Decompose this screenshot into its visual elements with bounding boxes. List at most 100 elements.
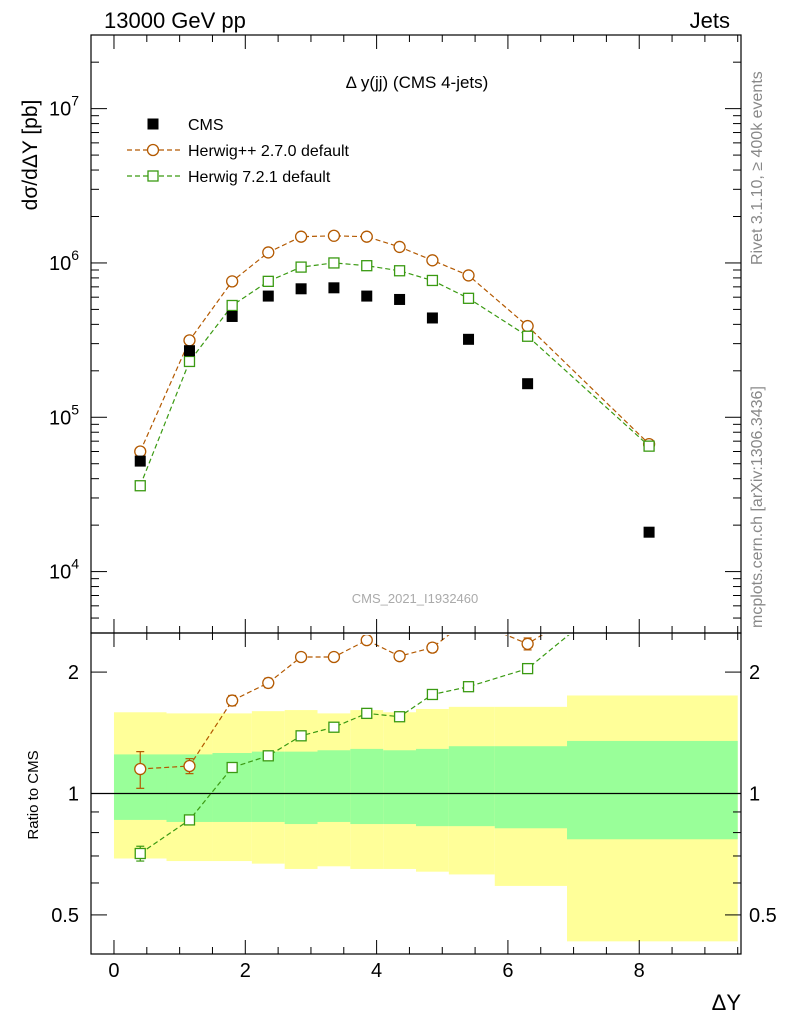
legend-label: CMS — [188, 117, 224, 134]
main-point-series-1 — [327, 229, 341, 242]
uncertainty-band-inner — [448, 746, 495, 827]
ratio-y-tick-label-left: 0.5 — [51, 905, 79, 927]
uncertainty-band-inner — [284, 751, 318, 825]
main-y-tick-label: 105 — [49, 401, 79, 429]
ratio-series-line-1 — [139, 635, 570, 854]
main-point-series-2 — [183, 355, 196, 368]
legend-marker — [147, 118, 159, 130]
x-tick-label: 0 — [108, 960, 119, 982]
uncertainty-band-inner — [494, 746, 568, 829]
ratio-y-tick-label-right: 1 — [749, 784, 760, 806]
legend-label: Herwig 7.2.1 default — [188, 169, 331, 186]
legend: CMS Herwig++ 2.7.0 default Herwig 7.2.1 de… — [127, 117, 350, 186]
uncertainty-band-inner — [350, 748, 384, 825]
main-point-series-2 — [643, 440, 655, 452]
main-point-series-2 — [462, 292, 475, 304]
main-point-series-0 — [328, 282, 340, 294]
main-series-line-1 — [139, 235, 650, 452]
legend-marker — [147, 170, 159, 182]
main-point-series-0 — [394, 293, 406, 305]
header-right: Jets — [690, 8, 730, 33]
x-axis-label: ΔY — [712, 990, 742, 1015]
main-point-series-1 — [183, 334, 196, 347]
main-point-series-1 — [462, 269, 475, 282]
ratio-point-series-1 — [183, 814, 196, 826]
ratio-point-series-0 — [327, 650, 341, 664]
ratio-panel: 0.5 0.5 1 1 2 2 0 2 4 6 8 Ratio to CMS ΔY — [25, 564, 777, 1015]
main-title: Δ y(jj) (CMS 4-jets) — [346, 73, 489, 92]
uncertainty-band-inner — [383, 750, 416, 825]
ratio-point-series-1 — [393, 711, 406, 723]
main-point-series-0 — [463, 333, 475, 345]
ratio-point-series-1 — [644, 564, 654, 574]
ratio-point-series-1 — [361, 707, 373, 720]
ratio-point-series-0 — [463, 614, 474, 625]
main-point-series-2 — [426, 274, 439, 287]
ratio-point-series-0 — [262, 676, 275, 690]
ratio-point-series-1 — [134, 847, 146, 860]
legend-marker — [146, 143, 160, 157]
ratio-point-series-0 — [426, 641, 439, 654]
ratio-point-series-1 — [295, 730, 307, 742]
main-point-series-2 — [361, 260, 373, 272]
main-y-tick-label: 104 — [49, 556, 79, 584]
main-point-series-0 — [134, 455, 146, 467]
ratio-point-series-0 — [360, 635, 373, 647]
uncertainty-band-inner — [567, 740, 738, 840]
main-point-series-2 — [521, 330, 534, 342]
ratio-point-series-1 — [226, 761, 238, 774]
main-point-series-2 — [295, 261, 307, 273]
main-point-series-0 — [361, 290, 373, 302]
x-tick-label: 4 — [371, 960, 382, 982]
ratio-point-series-0 — [183, 759, 196, 773]
ratio-point-series-1 — [328, 721, 340, 733]
main-point-series-1 — [134, 445, 147, 458]
main-point-series-1 — [294, 230, 308, 243]
ratio-point-series-0 — [644, 564, 655, 575]
ratio-point-series-1 — [262, 750, 274, 762]
main-point-series-2 — [328, 257, 340, 269]
main-y-tick-label: 107 — [49, 93, 79, 121]
main-point-series-1 — [262, 246, 275, 259]
main-point-series-0 — [426, 312, 438, 324]
side-text-lower: mcplots.cern.ch [arXiv:1306.3436] — [749, 386, 766, 628]
x-tick-label: 8 — [634, 960, 645, 982]
side-text-upper: Rivet 3.1.10, ≥ 400k events — [749, 71, 766, 265]
ratio-point-series-0 — [294, 650, 308, 664]
main-point-series-0 — [226, 310, 238, 322]
main-point-series-1 — [226, 275, 239, 288]
legend-label: Herwig++ 2.7.0 default — [188, 143, 350, 160]
ratio-point-series-0 — [134, 762, 147, 776]
main-y-axis-label: dσ/dΔY [pb] — [19, 100, 42, 211]
ratio-y-tick-label-right: 2 — [749, 662, 760, 684]
x-tick-label: 2 — [240, 960, 251, 982]
main-point-series-2 — [393, 265, 406, 277]
main-series-line-2 — [139, 262, 650, 486]
main-panel: 104 105 106 107 Δ y(jj) (CMS 4-jets) dσ/dΔY… — [19, 34, 742, 634]
main-point-series-1 — [521, 319, 534, 333]
main-point-series-1 — [360, 230, 373, 243]
main-point-series-0 — [295, 283, 307, 295]
x-tick-label: 6 — [502, 960, 513, 982]
ratio-y-tick-label-left: 1 — [68, 784, 79, 806]
main-point-series-0 — [262, 290, 274, 302]
ratio-point-series-0 — [521, 637, 534, 650]
uncertainty-band-inner — [416, 748, 449, 827]
main-point-series-2 — [226, 299, 238, 312]
watermark: CMS_2021_I1932460 — [352, 591, 479, 606]
ratio-point-series-0 — [393, 650, 406, 663]
main-point-series-1 — [426, 254, 439, 267]
ratio-point-series-1 — [462, 681, 475, 693]
main-point-series-0 — [643, 526, 655, 538]
uncertainty-band-inner — [317, 750, 351, 822]
main-point-series-2 — [262, 275, 274, 287]
uncertainty-band-inner — [251, 751, 285, 822]
ratio-point-series-0 — [226, 694, 239, 707]
header-left: 13000 GeV pp — [104, 8, 246, 33]
ratio-series-line-0 — [140, 635, 544, 770]
ratio-point-series-1 — [426, 688, 439, 701]
main-point-series-0 — [183, 345, 195, 357]
ratio-y-axis-label: Ratio to CMS — [25, 750, 42, 839]
ratio-y-tick-label-right: 0.5 — [749, 905, 777, 927]
